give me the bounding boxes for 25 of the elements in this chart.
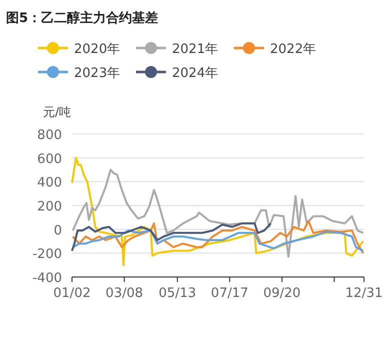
y-tick-label: -400 (32, 271, 62, 286)
line-series (72, 168, 364, 258)
legend-label: 2023年 (74, 66, 120, 81)
y-axis-title: 元/吨 (42, 105, 72, 119)
legend-label: 2024年 (172, 66, 218, 81)
x-tick-label: 12/31 (345, 286, 383, 301)
legend-label: 2022年 (270, 42, 316, 57)
x-tick-label: 07/17 (210, 286, 248, 301)
y-tick-label: 800 (37, 128, 62, 143)
line-series (71, 156, 364, 266)
line-series (72, 220, 364, 254)
line-series (72, 230, 364, 252)
legend-label: 2020年 (74, 42, 120, 57)
y-tick-label: 0 (54, 223, 62, 238)
y-tick-label: 400 (37, 176, 62, 191)
x-tick-label: 03/08 (106, 286, 144, 301)
x-tick-label: 09/20 (263, 286, 301, 301)
x-tick-label: 01/02 (53, 286, 91, 301)
chart-title: 图5：乙二醇主力合约基差 (6, 10, 158, 26)
legend-label: 2021年 (172, 42, 218, 57)
y-tick-label: 200 (37, 200, 62, 214)
x-tick-label: 05/13 (158, 286, 196, 301)
y-tick-label: -200 (32, 247, 62, 262)
line-series (71, 222, 272, 252)
y-tick-label: 600 (37, 152, 62, 167)
